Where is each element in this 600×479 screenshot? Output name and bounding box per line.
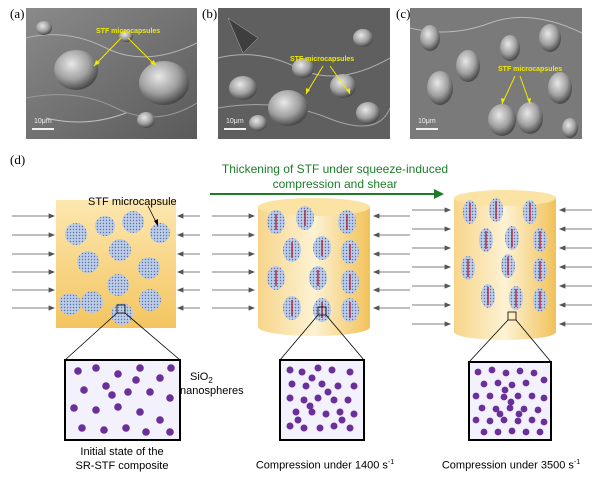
caption-1400-exp: -1 <box>387 459 395 466</box>
zoom-marker-initial <box>116 304 126 314</box>
zoom-marker-3500 <box>507 311 517 321</box>
process-title-line1: Thickening of STF under squeeze-induced <box>221 162 449 176</box>
force-arrows-right-1 <box>176 213 200 311</box>
internal-stress-arrows-1400 <box>275 210 351 318</box>
nanospheres-3500 <box>472 366 548 436</box>
annotation-arrows <box>93 37 157 67</box>
nanospheres-initial <box>70 364 175 436</box>
nanospheres-label-sio: SiO <box>190 371 209 383</box>
scale-bar <box>224 128 246 130</box>
annotation-label: STF microcapsules <box>498 66 563 73</box>
panel-letter-d: (d) <box>10 152 26 167</box>
scale-label: 10μm <box>418 118 436 125</box>
panel-letter-b: (b) <box>202 6 218 21</box>
nanospheres-label-sub: 2 <box>208 376 213 386</box>
scale-label: 10μm <box>226 118 244 125</box>
annotation-label: STF microcapsules <box>290 56 355 63</box>
sem-image-a: 10μm STF microcapsules <box>26 8 197 139</box>
sem-image-c: 10μm STF microcapsules <box>410 8 582 139</box>
sem-texture-a <box>26 8 197 139</box>
zoom-marker-1400 <box>317 306 327 316</box>
nanospheres-1400 <box>286 364 358 432</box>
annotation-arrows <box>305 65 351 95</box>
annotation-arrows <box>501 75 531 105</box>
force-arrows-right-2 <box>372 213 410 311</box>
scale-bar <box>32 128 54 130</box>
caption-initial-line1: Initial state of the <box>80 446 164 458</box>
microcapsules-initial <box>59 211 170 325</box>
force-arrows-left-1 <box>12 213 56 311</box>
force-arrows-left-3 <box>412 207 452 327</box>
scale-bar <box>416 128 438 130</box>
sem-texture-c <box>410 8 582 139</box>
caption-3500: Compression under 3500 s-1 <box>426 456 596 473</box>
nanospheres-label-word: nanospheres <box>180 385 244 397</box>
process-arrowhead <box>434 189 444 199</box>
internal-stress-arrows-3500 <box>467 201 541 309</box>
microcapsules-1400 <box>267 206 359 322</box>
caption-initial-line2: SR-STF composite <box>75 460 169 472</box>
microcapsules-3500 <box>461 198 547 312</box>
microcapsule-label: STF microcapsule <box>88 196 177 208</box>
caption-1400: Compression under 1400 s-1 <box>240 456 410 473</box>
panel-letter-c: (c) <box>396 6 411 21</box>
scale-label: 10μm <box>34 118 52 125</box>
process-title-line2: compression and shear <box>272 177 398 191</box>
caption-3500-text: Compression under 3500 s <box>441 459 574 472</box>
annotation-label: STF microcapsules <box>96 28 161 35</box>
sem-image-b: 10μm STF microcapsules <box>218 8 390 139</box>
nanospheres-label: SiO2 <box>190 371 213 387</box>
caption-1400-text: Compression under 1400 s <box>255 459 388 472</box>
panel-letter-a: (a) <box>10 6 25 21</box>
force-arrows-left-2 <box>212 213 256 311</box>
caption-3500-exp: -1 <box>573 459 581 466</box>
force-arrows-right-3 <box>558 207 592 327</box>
